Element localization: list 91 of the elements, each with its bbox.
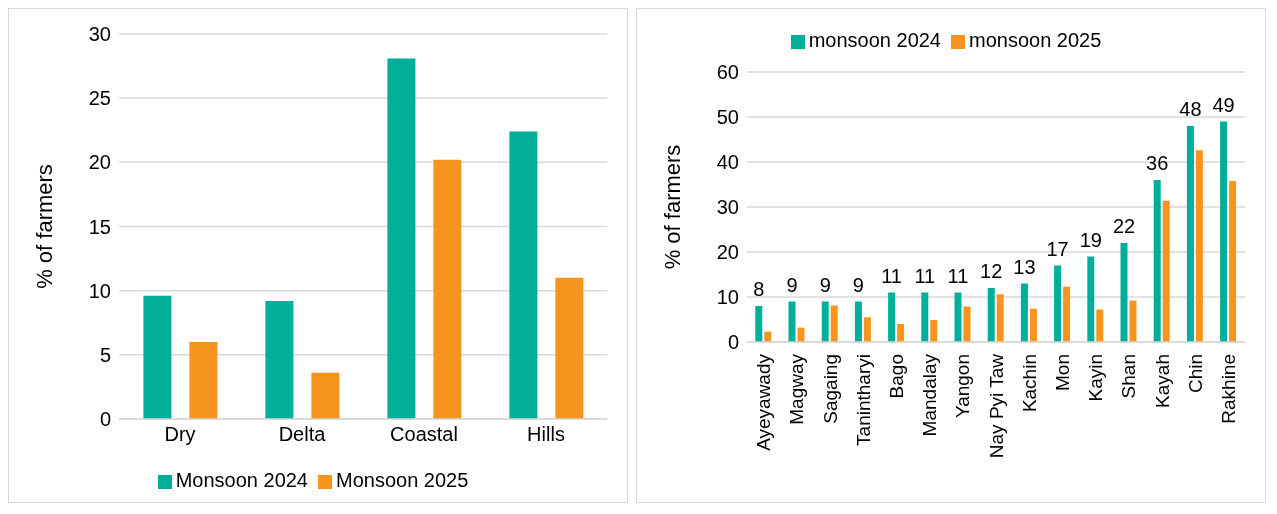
x-tick-label: Mandalay (919, 353, 941, 437)
bar (387, 58, 416, 419)
y-tick-label: 0 (727, 331, 739, 354)
y-tick-label: 20 (88, 151, 111, 174)
bar (987, 288, 995, 342)
legend-label: monsoon 2025 (969, 29, 1102, 51)
bar (1162, 200, 1170, 342)
x-tick-label: Dry (164, 423, 196, 446)
bar (1087, 256, 1095, 342)
y-tick-label: 40 (716, 151, 739, 174)
bar (1195, 150, 1203, 342)
bar (1120, 243, 1128, 342)
x-tick-label: Tanintharyi (852, 354, 874, 446)
legend-label: Monsoon 2024 (175, 469, 308, 491)
bar (1096, 309, 1104, 342)
data-label: 11 (914, 264, 936, 287)
y-axis-title: % of farmers (659, 144, 685, 270)
x-tick-label: Kayin (1085, 354, 1107, 402)
bar (509, 131, 538, 419)
x-tick-label: Bago (885, 354, 907, 399)
bar (897, 324, 905, 342)
data-label: 11 (881, 264, 902, 287)
data-label: 9 (786, 273, 798, 296)
bar (954, 292, 962, 342)
y-tick-label: 25 (88, 87, 111, 110)
bar (1054, 265, 1062, 342)
y-tick-label: 10 (88, 279, 111, 302)
bar (1220, 121, 1228, 342)
bar (854, 301, 862, 342)
x-tick-label: Coastal (390, 423, 458, 446)
bar (1063, 286, 1071, 342)
bar (888, 292, 896, 342)
y-axis-title: % of farmers (31, 164, 57, 289)
bar (1020, 283, 1028, 342)
bar (1229, 180, 1237, 342)
data-label: 13 (1013, 255, 1036, 278)
x-tick-label: Shan (1118, 354, 1140, 399)
bar (996, 294, 1004, 342)
data-label: 49 (1212, 93, 1235, 116)
x-tick-label: Nay Pyi Taw (985, 353, 1007, 459)
bar (863, 317, 871, 342)
bar (755, 306, 763, 342)
bar (830, 305, 838, 342)
legend-label: monsoon 2024 (808, 29, 941, 51)
data-label: 22 (1112, 215, 1136, 237)
data-label: 48 (1179, 98, 1202, 120)
bar (963, 306, 971, 342)
bar (265, 300, 294, 419)
y-tick-label: 0 (99, 408, 111, 431)
x-tick-label: Hills (527, 423, 565, 446)
x-tick-label: Ayeyawady (753, 353, 775, 451)
data-label: 9 (819, 273, 831, 296)
data-label: 17 (1046, 237, 1069, 260)
bar (311, 372, 340, 419)
legend-label: Monsoon 2025 (336, 469, 469, 491)
data-label: 8 (753, 278, 765, 300)
data-label: 12 (980, 260, 1003, 282)
bar (189, 342, 218, 419)
x-tick-label: Kayah (1151, 354, 1173, 408)
bar (1153, 180, 1161, 342)
y-tick-label: 10 (716, 286, 739, 309)
x-tick-label: Chin (1184, 354, 1206, 394)
y-tick-label: 30 (88, 23, 111, 46)
x-tick-label: Magway (786, 353, 808, 425)
y-tick-label: 5 (99, 343, 111, 366)
bar (555, 277, 584, 419)
bar (1129, 300, 1137, 342)
x-tick-label: Rakhine (1217, 354, 1239, 424)
bar (797, 327, 805, 342)
data-label: 19 (1079, 228, 1102, 251)
y-tick-label: 30 (716, 196, 739, 219)
bar (1029, 308, 1037, 342)
x-tick-label: Sagaing (819, 354, 841, 424)
bar (788, 301, 796, 342)
bar (433, 159, 462, 419)
x-tick-label: Mon (1051, 354, 1073, 391)
y-tick-label: 60 (716, 61, 739, 84)
bar (821, 301, 829, 342)
data-label: 11 (947, 264, 969, 287)
y-tick-label: 50 (716, 106, 739, 129)
bar (143, 295, 172, 419)
data-label: 9 (852, 273, 864, 296)
x-tick-label: Kachin (1018, 354, 1040, 413)
y-tick-label: 15 (88, 215, 111, 238)
bar (921, 292, 929, 342)
data-label: 36 (1146, 152, 1169, 174)
x-tick-label: Yangon (952, 354, 974, 419)
bar (1186, 126, 1194, 342)
x-tick-label: Delta (278, 423, 327, 446)
bar (930, 319, 938, 342)
y-tick-label: 20 (716, 241, 739, 264)
